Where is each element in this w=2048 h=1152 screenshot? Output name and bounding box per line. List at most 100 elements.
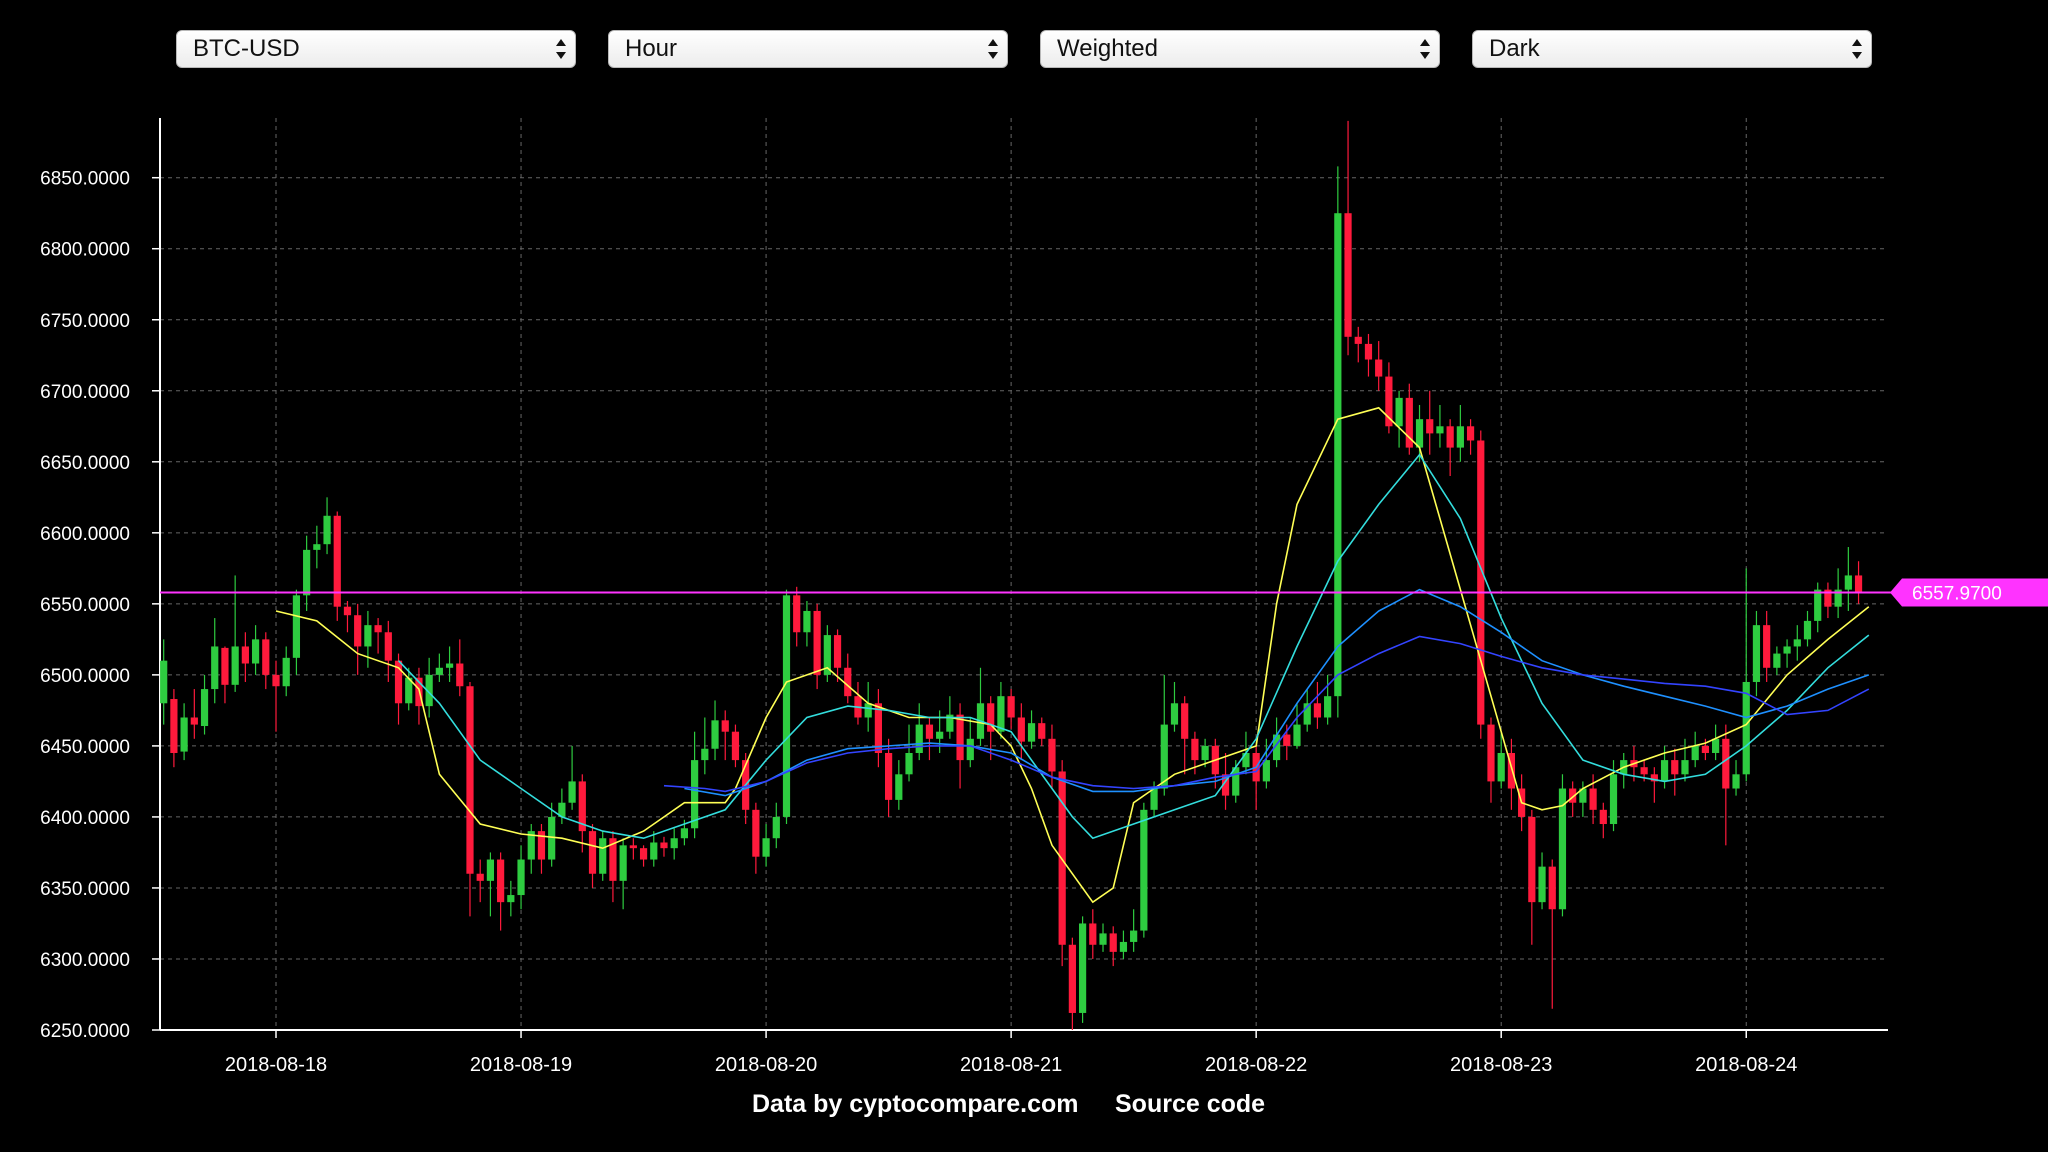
theme-select[interactable]: Dark — [1472, 30, 1872, 68]
candle-body — [650, 842, 658, 860]
candle-body — [1068, 944, 1076, 1013]
candle — [588, 824, 597, 888]
candle-body — [1660, 760, 1669, 782]
candle-body — [343, 606, 352, 616]
candle — [527, 824, 535, 874]
data-credit-link[interactable]: Data by cyptocompare.com — [752, 1090, 1079, 1118]
candle — [1048, 724, 1056, 789]
candle-body — [1783, 646, 1791, 654]
candle — [1027, 710, 1036, 749]
candle-body — [241, 646, 249, 664]
interval-select[interactable]: Hour — [608, 30, 1008, 68]
candle-body — [292, 595, 301, 658]
candle — [343, 601, 352, 633]
candle-body — [1742, 681, 1750, 775]
candle — [1558, 774, 1567, 917]
candle-body — [1569, 788, 1577, 803]
candle-body — [762, 838, 770, 857]
candle — [701, 717, 709, 775]
candle-body — [384, 632, 392, 661]
candle-body — [548, 816, 556, 860]
candle-body — [1140, 809, 1148, 931]
candle-body — [190, 717, 198, 725]
source-code-link[interactable]: Source code — [1115, 1090, 1266, 1118]
candle — [1732, 760, 1740, 796]
candle — [568, 745, 576, 810]
candle — [1068, 937, 1076, 1030]
candle — [844, 653, 852, 704]
candle — [1272, 717, 1281, 768]
candle — [691, 731, 699, 839]
candle — [1497, 731, 1505, 789]
candle — [1324, 674, 1332, 725]
candle — [721, 710, 729, 761]
candle-body — [1160, 724, 1168, 789]
candle-body — [599, 838, 607, 874]
candle — [405, 667, 413, 711]
candle — [180, 703, 188, 761]
updown-arrows-icon — [987, 36, 999, 62]
candle-body — [537, 831, 546, 860]
candle-body — [374, 625, 382, 633]
y-tick-label: 6600.0000 — [40, 524, 130, 545]
candle-body — [1027, 723, 1036, 742]
interval-select-value: Hour — [625, 35, 678, 62]
candle — [425, 657, 433, 718]
candle-body — [200, 689, 209, 727]
x-tick-label: 2018-08-23 — [1450, 1054, 1552, 1076]
candle-body — [1170, 703, 1179, 725]
candle — [1487, 717, 1495, 803]
candle-body — [1405, 397, 1413, 448]
candle — [1620, 753, 1628, 789]
candle-body — [507, 895, 515, 903]
ma-type-select[interactable]: Weighted — [1040, 30, 1440, 68]
candle — [793, 586, 801, 647]
candle — [507, 880, 515, 917]
candle-body — [833, 635, 842, 668]
candle — [1038, 717, 1046, 746]
candle — [1426, 390, 1434, 455]
candle — [251, 625, 260, 675]
candle — [599, 831, 607, 881]
candle — [660, 836, 668, 857]
candle-body — [1242, 753, 1250, 768]
candle-body — [180, 717, 188, 752]
candle — [537, 824, 546, 874]
y-tick-label: 6750.0000 — [40, 311, 130, 332]
candle — [476, 859, 484, 903]
candle-body — [1589, 788, 1597, 810]
candle — [394, 653, 403, 725]
candle-body — [1364, 343, 1373, 360]
candle-body — [476, 873, 484, 881]
candle-body — [486, 859, 495, 881]
candle — [1313, 681, 1322, 729]
candle-body — [456, 663, 464, 687]
candle-body — [966, 738, 974, 761]
candle — [1824, 582, 1832, 619]
candle-body — [905, 753, 913, 775]
candle — [915, 703, 923, 761]
candle-body — [721, 720, 729, 732]
candle — [354, 603, 362, 675]
candle-body — [1150, 788, 1158, 810]
candle-body — [1650, 774, 1658, 782]
candle — [1395, 390, 1403, 448]
candle-body — [1701, 745, 1709, 754]
pair-select[interactable]: BTC-USD — [176, 30, 576, 68]
candle — [415, 667, 423, 725]
updown-arrows-icon — [1419, 36, 1431, 62]
candle-body — [1609, 774, 1618, 825]
candle-body — [466, 686, 474, 874]
candle — [874, 689, 882, 768]
candle — [384, 620, 392, 682]
candle — [609, 831, 617, 903]
candle-body — [691, 760, 699, 829]
candle — [925, 717, 934, 761]
candle-body — [1119, 941, 1128, 952]
candle — [445, 646, 454, 682]
candle-body — [1722, 738, 1730, 789]
candle-body — [813, 610, 821, 675]
candle — [497, 852, 505, 931]
candle — [1742, 568, 1750, 782]
candle-body — [925, 724, 934, 739]
